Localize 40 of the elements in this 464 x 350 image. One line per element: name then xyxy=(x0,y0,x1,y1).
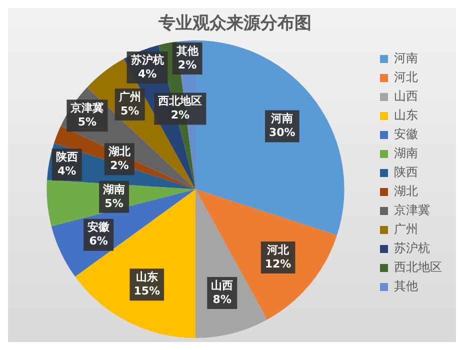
slice-label: 陕西 xyxy=(56,150,78,164)
chart-title: 专业观众来源分布图 xyxy=(158,14,312,34)
legend-label: 陕西 xyxy=(394,165,418,180)
legend-label: 苏沪杭 xyxy=(394,241,430,256)
data-label: 30% xyxy=(269,126,296,140)
slice-label: 京津冀 xyxy=(70,101,104,114)
data-label: 5% xyxy=(104,196,124,210)
legend-label: 湖北 xyxy=(394,184,418,198)
legend-label: 其他 xyxy=(394,279,418,294)
slice-label: 西北地区 xyxy=(157,94,202,108)
slice-label: 湖南 xyxy=(102,182,126,196)
slice-label: 苏沪杭 xyxy=(130,53,164,66)
data-label: 4% xyxy=(58,164,76,178)
slice-label: 湖北 xyxy=(107,144,132,158)
data-label: 4% xyxy=(138,67,157,80)
legend-label: 西北地区 xyxy=(394,260,442,274)
legend-label: 河北 xyxy=(394,70,418,84)
legend-label: 广州 xyxy=(394,222,418,236)
slice-label: 河南 xyxy=(270,112,294,126)
legend-label: 安徽 xyxy=(394,127,418,142)
legend-label: 河南 xyxy=(394,51,418,66)
data-label: 5% xyxy=(120,104,140,118)
data-label: 8% xyxy=(212,292,232,306)
data-label: 2% xyxy=(178,58,197,72)
legend-label: 山东 xyxy=(394,108,418,122)
data-label: 5% xyxy=(78,115,97,128)
data-label: 15% xyxy=(134,284,160,298)
slice-label: 其他 xyxy=(175,44,200,58)
slice-label: 安徽 xyxy=(88,220,111,234)
slice-label: 山东 xyxy=(136,270,158,284)
slice-label: 河北 xyxy=(266,243,290,256)
legend-label: 京津冀 xyxy=(394,203,430,218)
legend-label: 湖南 xyxy=(394,146,418,160)
data-label: 2% xyxy=(170,108,190,122)
data-label: 6% xyxy=(89,234,108,248)
slice-label: 广州 xyxy=(118,90,141,104)
data-label: 12% xyxy=(264,257,292,270)
legend-label: 山西 xyxy=(394,89,418,104)
slice-label: 山西 xyxy=(211,278,234,292)
data-label: 2% xyxy=(110,158,129,172)
